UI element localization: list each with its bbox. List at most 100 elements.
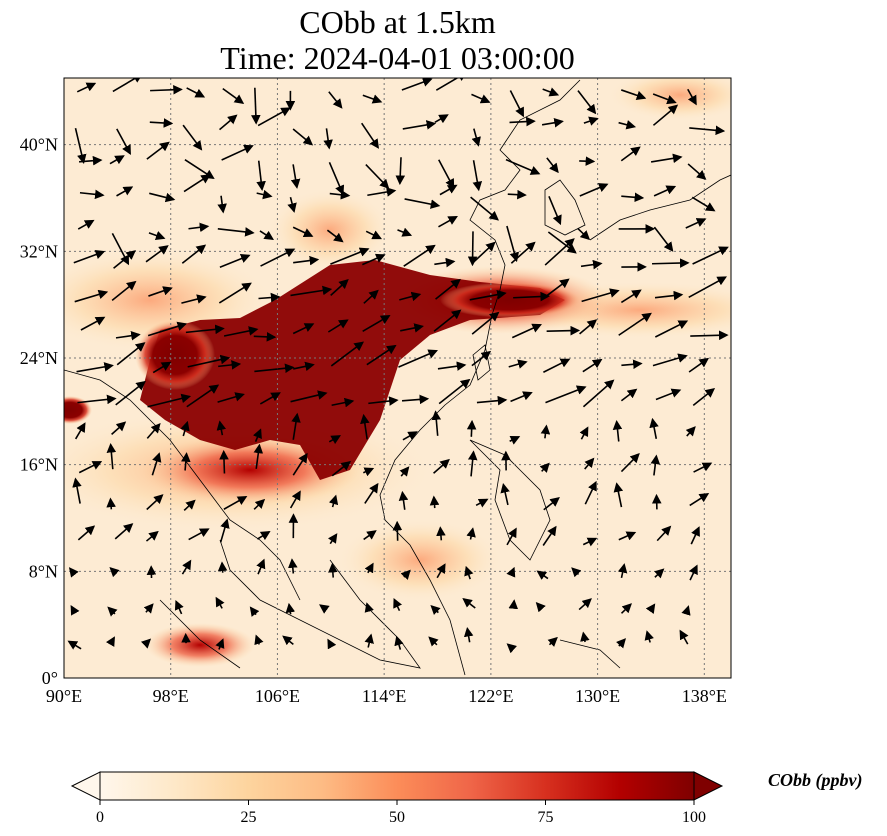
wind-arrow [428, 636, 439, 647]
wind-arrow [509, 90, 524, 118]
lat-tick-label: 8°N [29, 561, 58, 581]
wind-arrow [290, 285, 333, 297]
wind-arrow [328, 91, 343, 109]
wind-arrow [613, 482, 624, 508]
wind-arrow [401, 394, 430, 405]
wind-arrow [618, 120, 637, 130]
wind-arrow [105, 636, 115, 647]
wind-arrow [146, 141, 170, 160]
chart-title: CObb at 1.5km [299, 4, 496, 40]
wind-arrow [109, 567, 120, 578]
wind-arrow [434, 257, 456, 268]
wind-arrow [621, 359, 643, 370]
wind-arrow [256, 558, 266, 575]
wind-arrow [466, 419, 477, 437]
wind-arrow [687, 163, 707, 180]
colorbar-tick-label: 25 [241, 809, 257, 826]
wind-arrow [463, 626, 474, 643]
wind-arrow [506, 643, 517, 654]
wind-arrow [362, 253, 386, 266]
wind-arrow [433, 458, 450, 474]
wind-arrow [147, 321, 188, 337]
wind-arrow [539, 462, 550, 473]
wind-arrow [106, 442, 117, 470]
wind-arrow [363, 530, 377, 541]
wind-arrow [470, 196, 499, 221]
longitude-tick-labels: 90°E 98°E 106°E 114°E 122°E 130°E 138°E [46, 686, 727, 706]
west-burn [135, 320, 215, 390]
wind-arrow [79, 189, 105, 200]
wind-arrow [401, 78, 433, 91]
wind-arrow [257, 531, 271, 541]
wind-arrow [364, 602, 374, 613]
wind-arrow [74, 289, 109, 303]
chart-subtitle: Time: 2024-04-01 03:00:00 [220, 40, 575, 76]
wind-arrow [188, 528, 210, 541]
wind-arrow [292, 226, 314, 238]
wind-arrow [690, 330, 729, 341]
colorbar-tick-label: 75 [538, 809, 554, 826]
wind-arrow [174, 599, 184, 615]
wind-arrow [215, 638, 225, 650]
wind-arrow [254, 363, 295, 374]
wind-arrow [681, 605, 691, 616]
wind-arrow [290, 390, 328, 403]
wind-arrow [469, 289, 507, 301]
wind-arrow [293, 361, 315, 372]
colorbar: 0 25 50 75 100 [70, 771, 724, 826]
wind-arrow [435, 278, 461, 300]
wind-arrow [400, 569, 411, 580]
wind-arrow [111, 280, 137, 302]
wind-arrow [70, 604, 80, 616]
wind-arrow [692, 246, 729, 265]
wind-arrow [148, 286, 173, 297]
wind-arrow [143, 603, 154, 614]
lon-tick-label: 138°E [682, 686, 727, 706]
wind-arrow [253, 498, 266, 510]
wind-arrow [292, 452, 308, 476]
wind-arrow [475, 498, 489, 508]
wind-arrow [223, 496, 248, 510]
wind-arrow [467, 231, 478, 267]
wind-arrow [536, 570, 549, 580]
wind-arrow [546, 325, 581, 336]
wind-arrow [113, 250, 136, 269]
wind-arrow [328, 435, 341, 445]
colorbar-label: CObb (ppbv) [768, 770, 863, 790]
wind-arrow [583, 116, 599, 126]
wind-arrow [509, 116, 536, 127]
wind-arrow [361, 122, 379, 149]
wind-arrow [111, 421, 127, 435]
wind-arrow [331, 460, 351, 477]
wind-arrow [252, 428, 262, 442]
wind-arrow [223, 326, 259, 337]
wind-arrow [365, 230, 382, 240]
wind-arrow [328, 562, 338, 578]
wind-arrow [364, 482, 379, 504]
wind-arrow [331, 397, 355, 408]
wind-arrow [114, 523, 134, 540]
wind-arrow [579, 426, 589, 440]
wind-arrow [580, 259, 603, 270]
wind-arrow [68, 567, 79, 578]
wind-arrow [219, 254, 251, 268]
wind-arrow [362, 94, 383, 104]
wind-arrow [510, 391, 533, 403]
lon-tick-label: 90°E [46, 686, 82, 706]
wind-arrow [151, 452, 162, 476]
wind-arrow [688, 276, 727, 299]
wind-arrow [74, 127, 87, 165]
wind-arrow [471, 128, 481, 147]
wind-arrow [679, 629, 689, 645]
wind-arrow [291, 412, 301, 440]
north-china-haze [270, 190, 390, 270]
wind-arrow [364, 562, 374, 574]
wind-arrow [146, 494, 164, 511]
wind-arrow [437, 361, 467, 371]
wind-arrow [618, 312, 652, 336]
wind-arrow [500, 483, 510, 506]
wind-arrow [362, 315, 391, 333]
wind-arrow [508, 359, 528, 369]
wind-arrow [249, 606, 260, 617]
wind-arrow [654, 568, 665, 579]
